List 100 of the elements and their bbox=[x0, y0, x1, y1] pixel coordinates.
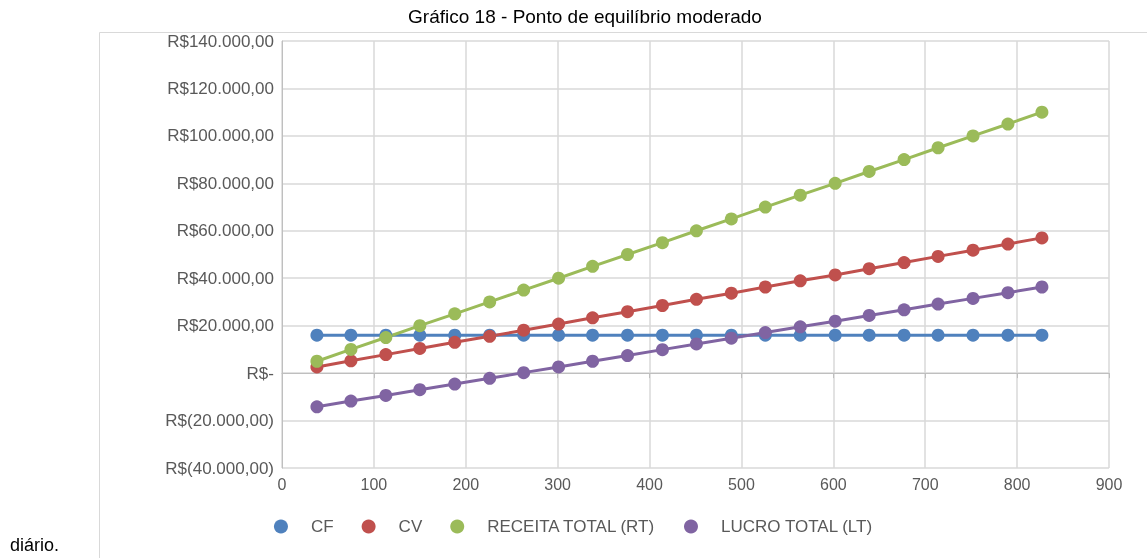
point bbox=[344, 354, 358, 368]
x-tick-label: 300 bbox=[544, 475, 572, 493]
point bbox=[828, 176, 842, 190]
point bbox=[586, 354, 600, 368]
point bbox=[931, 141, 945, 155]
point bbox=[931, 328, 945, 342]
point bbox=[413, 383, 427, 397]
y-tick-label: R$100.000,00 bbox=[167, 126, 274, 146]
y-tick-label: R$- bbox=[246, 363, 274, 383]
point bbox=[862, 262, 876, 276]
point bbox=[1035, 328, 1049, 342]
y-tick-label: R$60.000,00 bbox=[176, 221, 274, 241]
point bbox=[379, 388, 393, 402]
point bbox=[344, 328, 358, 342]
x-tick-label: 0 bbox=[277, 475, 287, 493]
point bbox=[413, 319, 427, 333]
point bbox=[621, 328, 634, 342]
point bbox=[344, 342, 358, 356]
point bbox=[1035, 231, 1049, 245]
point bbox=[862, 164, 876, 178]
point bbox=[483, 295, 497, 309]
point bbox=[828, 314, 842, 328]
point bbox=[862, 328, 876, 342]
point bbox=[586, 259, 600, 273]
point bbox=[1001, 328, 1015, 342]
point bbox=[897, 153, 911, 167]
point bbox=[793, 188, 807, 202]
point bbox=[689, 224, 703, 238]
point bbox=[448, 307, 462, 321]
x-tick-label: 200 bbox=[452, 475, 480, 493]
legend-label: RECEITA TOTAL (RT) bbox=[487, 517, 655, 536]
point bbox=[1001, 286, 1015, 300]
y-tick-label: R$(40.000,00) bbox=[165, 458, 274, 478]
point bbox=[413, 341, 427, 355]
point bbox=[724, 212, 738, 226]
point bbox=[966, 129, 980, 143]
point bbox=[448, 335, 462, 349]
point bbox=[552, 317, 566, 331]
point bbox=[655, 328, 669, 342]
point bbox=[379, 348, 393, 362]
point bbox=[931, 249, 945, 263]
point bbox=[310, 328, 324, 342]
point bbox=[828, 328, 842, 342]
point bbox=[621, 248, 634, 261]
point bbox=[828, 268, 842, 282]
point bbox=[1001, 237, 1015, 251]
legend-label: CF bbox=[310, 517, 334, 536]
point bbox=[966, 328, 980, 342]
point bbox=[552, 328, 566, 342]
point bbox=[966, 291, 980, 305]
point bbox=[1001, 117, 1015, 131]
point bbox=[724, 286, 738, 300]
point bbox=[966, 243, 980, 257]
y-tick-label: R$120.000,00 bbox=[167, 78, 274, 98]
x-tick-label: 400 bbox=[636, 475, 663, 493]
x-tick-label: 100 bbox=[360, 475, 388, 493]
point bbox=[862, 308, 876, 322]
point bbox=[517, 283, 531, 297]
point bbox=[689, 292, 703, 306]
point bbox=[621, 305, 634, 319]
legend-label: CV bbox=[398, 517, 423, 536]
point bbox=[758, 280, 772, 294]
point bbox=[655, 343, 669, 357]
point bbox=[586, 328, 600, 342]
point bbox=[483, 371, 497, 385]
x-tick-label: 600 bbox=[819, 475, 847, 493]
x-tick-label: 900 bbox=[1095, 475, 1123, 493]
legend-label: LUCRO TOTAL (LT) bbox=[720, 517, 873, 536]
y-tick-label: R$40.000,00 bbox=[176, 268, 274, 288]
y-tick-label: R$80.000,00 bbox=[176, 173, 274, 193]
point bbox=[517, 323, 531, 337]
point bbox=[655, 299, 669, 312]
point bbox=[689, 337, 703, 351]
point bbox=[552, 360, 566, 374]
point bbox=[310, 354, 324, 368]
x-tick-label: 800 bbox=[1003, 475, 1031, 493]
x-tick-label: 500 bbox=[728, 475, 755, 493]
point bbox=[793, 274, 807, 288]
y-tick-label: R$140.000,00 bbox=[167, 31, 274, 51]
point bbox=[1035, 105, 1049, 119]
y-tick-label: R$20.000,00 bbox=[176, 316, 274, 336]
text: diário. bbox=[10, 535, 60, 555]
y-tick-label: R$(20.000,00) bbox=[165, 411, 274, 431]
point bbox=[448, 377, 462, 391]
x-tick-label: 700 bbox=[911, 475, 939, 493]
point bbox=[344, 394, 358, 408]
point bbox=[897, 256, 911, 270]
point bbox=[758, 200, 772, 214]
chart-title: Gráfico 18 - Ponto de equilíbrio moderado bbox=[408, 6, 762, 27]
point bbox=[621, 349, 634, 363]
point bbox=[897, 303, 911, 317]
point bbox=[552, 271, 566, 285]
point bbox=[586, 311, 600, 325]
point bbox=[897, 328, 911, 342]
point bbox=[517, 366, 531, 380]
point bbox=[1035, 280, 1049, 294]
point bbox=[793, 320, 807, 334]
point bbox=[931, 297, 945, 311]
point bbox=[310, 400, 324, 414]
point bbox=[655, 236, 669, 250]
